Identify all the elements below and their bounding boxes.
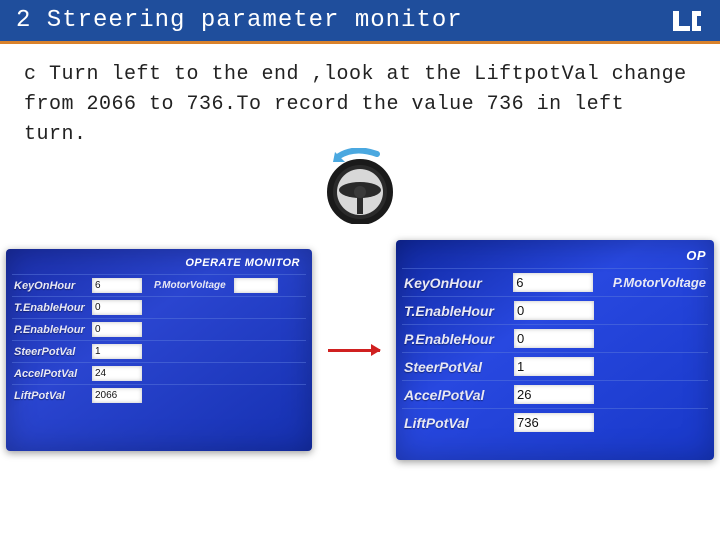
row-extra-value — [234, 278, 278, 293]
row-value: 6 — [92, 278, 142, 293]
row-label: AccelPotVal — [404, 387, 514, 403]
instruction-text: c Turn left to the end ,look at the Lift… — [0, 44, 720, 154]
row-label: T.EnableHour — [404, 303, 514, 319]
monitor-after: OP KeyOnHour 6 P.MotorVoltage T.EnableHo… — [396, 240, 714, 460]
monitor-row: P.EnableHour 0 — [12, 318, 306, 340]
monitor-row: T.EnableHour 0 — [12, 296, 306, 318]
row-value: 2066 — [92, 388, 142, 403]
row-label: KeyOnHour — [14, 280, 92, 292]
monitor-row: KeyOnHour 6 P.MotorVoltage — [402, 268, 708, 296]
row-label: SteerPotVal — [14, 346, 92, 358]
row-value: 24 — [92, 366, 142, 381]
row-value: 6 — [513, 273, 593, 292]
row-value: 0 — [92, 300, 142, 315]
row-label: P.EnableHour — [404, 331, 514, 347]
row-value: 26 — [514, 385, 594, 404]
row-value: 1 — [92, 344, 142, 359]
row-label: LiftPotVal — [14, 390, 92, 402]
monitor-before: OPERATE MONITOR KeyOnHour 6 P.MotorVolta… — [6, 249, 312, 451]
monitor-after-title-text: OP — [686, 248, 706, 263]
monitor-row: T.EnableHour 0 — [402, 296, 708, 324]
page-header: 2 Streering parameter monitor — [0, 0, 720, 44]
row-label: LiftPotVal — [404, 415, 514, 431]
row-extra-label: P.MotorVoltage — [154, 280, 226, 291]
monitor-row: LiftPotVal 2066 — [12, 384, 306, 406]
monitor-row: SteerPotVal 1 — [402, 352, 708, 380]
monitor-comparison: OPERATE MONITOR KeyOnHour 6 P.MotorVolta… — [0, 232, 720, 460]
steering-wheel-graphic — [0, 148, 720, 224]
monitor-after-title: OP — [402, 246, 708, 268]
monitor-before-title: OPERATE MONITOR — [12, 255, 306, 274]
page-title: 2 Streering parameter monitor — [16, 7, 463, 34]
row-label: KeyOnHour — [404, 275, 513, 291]
row-value: 0 — [92, 322, 142, 337]
row-label: T.EnableHour — [14, 302, 92, 314]
lg-logo-icon — [670, 7, 704, 35]
row-value: 736 — [514, 413, 594, 432]
row-value: 0 — [514, 329, 594, 348]
row-label: P.EnableHour — [14, 324, 92, 336]
monitor-row: KeyOnHour 6 P.MotorVoltage — [12, 274, 306, 296]
row-extra-label: P.MotorVoltage — [613, 275, 706, 290]
monitor-row: SteerPotVal 1 — [12, 340, 306, 362]
row-label: AccelPotVal — [14, 368, 92, 380]
monitor-row: AccelPotVal 26 — [402, 380, 708, 408]
transition-arrow-icon — [327, 349, 381, 352]
monitor-row: LiftPotVal 736 — [402, 408, 708, 436]
monitor-row: AccelPotVal 24 — [12, 362, 306, 384]
row-value: 0 — [514, 301, 594, 320]
row-label: SteerPotVal — [404, 359, 514, 375]
row-value: 1 — [514, 357, 594, 376]
monitor-row: P.EnableHour 0 — [402, 324, 708, 352]
